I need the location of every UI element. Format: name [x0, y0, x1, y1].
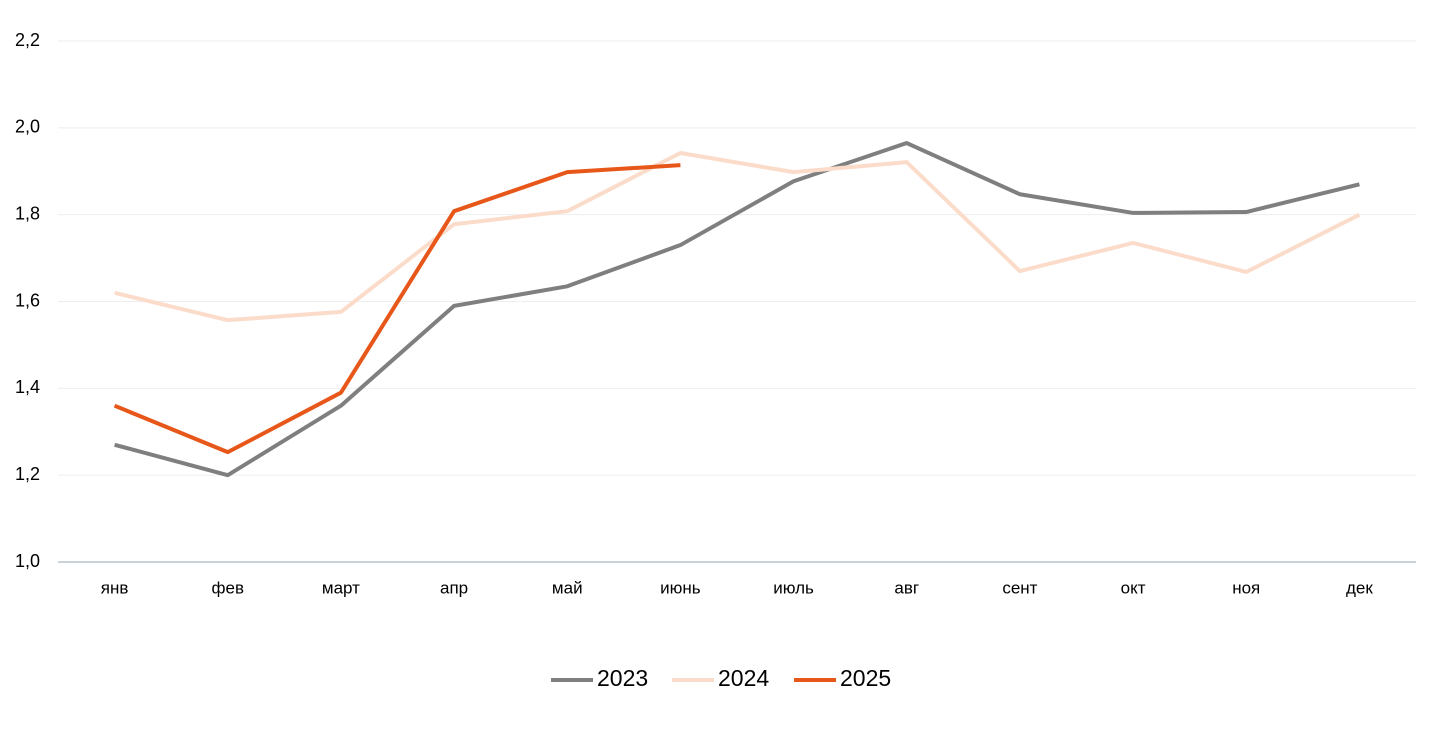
y-tick-label: 1,0	[15, 551, 40, 571]
x-tick-label: дек	[1346, 578, 1373, 597]
y-tick-label: 2,2	[15, 30, 40, 50]
legend-label: 2024	[718, 665, 769, 691]
x-tick-label: сент	[1002, 578, 1037, 597]
series-line	[114, 151, 1361, 323]
x-tick-label: апр	[440, 578, 468, 597]
y-tick-label: 1,6	[15, 290, 40, 310]
x-tick-label: июль	[773, 578, 814, 597]
x-tick-label: ноя	[1232, 578, 1260, 597]
legend-label: 2023	[597, 665, 648, 691]
x-tick-label: май	[552, 578, 583, 597]
y-tick-label: 2,0	[15, 117, 40, 137]
series-line	[113, 163, 681, 455]
y-tick-label: 1,4	[15, 377, 40, 397]
y-tick-label: 1,8	[15, 203, 40, 223]
x-tick-label: янв	[101, 578, 129, 597]
series-line	[114, 141, 1360, 478]
x-tick-label: июнь	[660, 578, 701, 597]
x-tick-label: авг	[894, 578, 919, 597]
y-tick-label: 1,2	[15, 464, 40, 484]
x-tick-label: окт	[1121, 578, 1146, 597]
legend-label: 2025	[840, 665, 891, 691]
x-tick-label: фев	[212, 578, 244, 597]
x-tick-label: март	[322, 578, 360, 597]
